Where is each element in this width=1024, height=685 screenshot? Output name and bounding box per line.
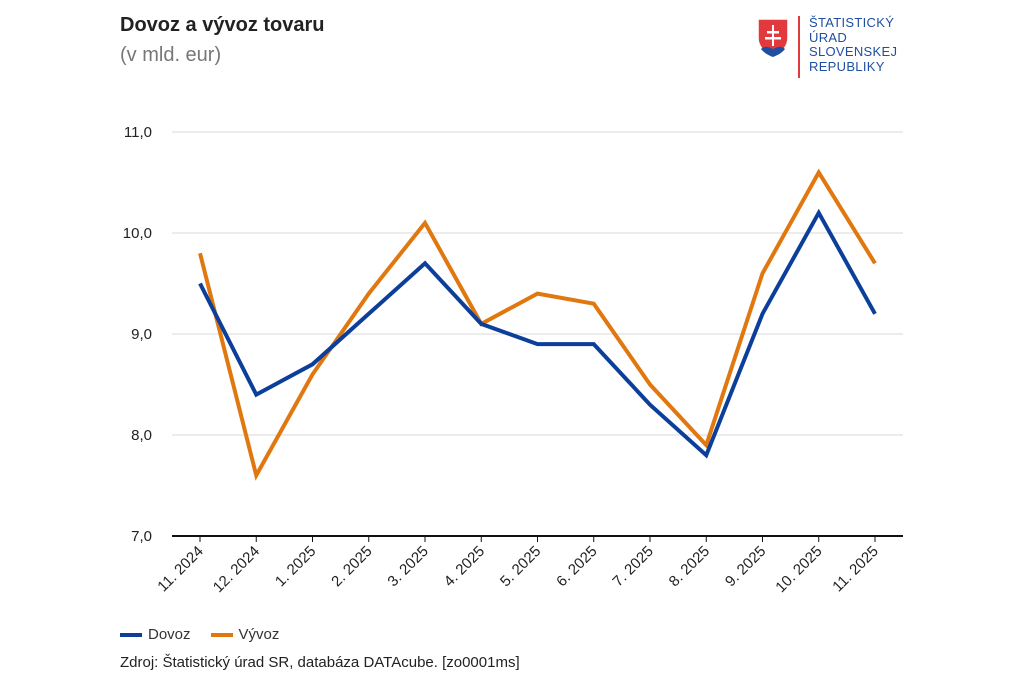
x-tick-label: 2. 2025 [328,543,375,590]
statistical-office-logo[interactable]: ŠTATISTICKÝ ÚRAD SLOVENSKEJ REPUBLIKY [757,15,907,80]
slovak-coat-of-arms-icon [757,18,789,58]
source-note: Zdroj: Štatistický úrad SR, databáza DAT… [120,654,520,671]
chart-subtitle: (v mld. eur) [120,44,222,66]
logo-divider [798,16,800,78]
x-tick-label: 9. 2025 [722,543,769,590]
chart-title: Dovoz a vývoz tovaru [120,14,325,36]
x-tick-label: 12. 2024 [210,543,263,596]
x-tick-label: 11. 2024 [154,543,207,596]
logo-text: ŠTATISTICKÝ ÚRAD SLOVENSKEJ REPUBLIKY [809,15,898,74]
legend-label-dovoz: Dovoz [148,626,191,643]
series-line-vyvoz [198,168,877,481]
x-tick-label: 6. 2025 [553,543,600,590]
logo-line: ÚRAD [809,29,848,45]
x-tick-label: 1. 2025 [272,543,319,590]
series-line-dovoz [198,208,877,459]
legend-item-vyvoz[interactable]: Vývoz [210,626,280,643]
x-axis-ticks: 11. 2024 12. 2024 1. 2025 2. 2025 3. 2025 4. … [154,536,882,596]
series-layer [198,168,877,481]
legend-swatch-dovoz [120,632,142,637]
legend-swatch-vyvoz [210,632,233,637]
y-axis-ticks: 7,0 8,0 9,0 10,0 11,0 [123,124,152,545]
x-tick-label: 7. 2025 [609,543,656,590]
y-tick-label: 10,0 [123,225,152,242]
y-tick-label: 7,0 [131,528,152,545]
legend-label-vyvoz: Vývoz [238,626,280,643]
x-tick-label: 8. 2025 [666,543,713,590]
x-tick-label: 5. 2025 [497,543,544,590]
legend: Dovoz Vývoz [120,626,299,643]
logo-line: ŠTATISTICKÝ [809,15,895,30]
legend-item-dovoz[interactable]: Dovoz [120,626,191,643]
logo-line: REPUBLIKY [809,58,885,74]
x-tick-label: 10. 2025 [772,543,825,596]
y-tick-label: 9,0 [131,326,152,343]
y-tick-label: 8,0 [131,427,152,444]
x-tick-label: 3. 2025 [384,543,431,590]
x-tick-label: 11. 2025 [829,543,882,596]
logo-line: SLOVENSKEJ [809,44,898,59]
grid-layer [172,131,903,537]
y-tick-label: 11,0 [124,124,152,141]
x-tick-label: 4. 2025 [441,543,488,590]
